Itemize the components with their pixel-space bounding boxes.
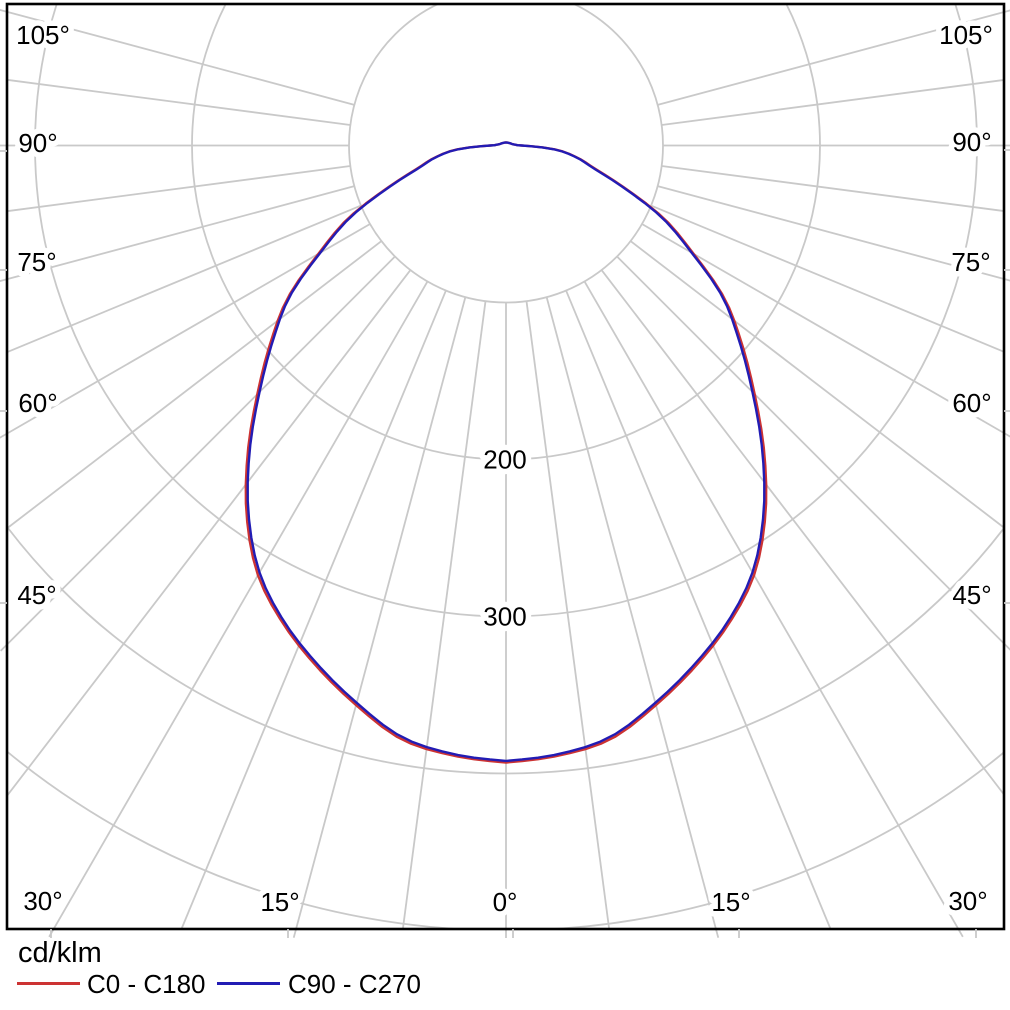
grid-spoke [0, 8, 355, 106]
grid-spoke [6, 240, 382, 530]
grid-spoke [661, 79, 1005, 126]
angle-label--105deg: 105° [16, 20, 70, 50]
grid-ring-100 [348, 4, 664, 304]
grid-spoke [0, 255, 396, 652]
grid-ring-400 [7, 525, 1004, 775]
grid-spoke [292, 296, 467, 938]
angle-label-15deg: 15° [711, 887, 750, 917]
grid-spoke [583, 281, 964, 938]
grid-spoke [6, 204, 362, 354]
angle-label--15deg: 15° [260, 887, 299, 917]
angle-label-45deg: 45° [952, 580, 991, 610]
unit-label: cd/klm [18, 937, 102, 969]
grid-spoke [48, 281, 429, 938]
angle-label--90deg: 90° [18, 128, 57, 158]
grid-spoke [401, 301, 487, 930]
angle-label-90deg: 90° [952, 127, 991, 157]
grid-spoke [180, 290, 447, 930]
grid-spoke [6, 165, 351, 213]
angle-label--60deg: 60° [18, 388, 57, 418]
grid-spoke [525, 301, 611, 930]
grid-spoke [630, 240, 1005, 529]
legend: C0 - C180 C90 - C270 [0, 968, 1010, 1002]
angle-label-75deg: 75° [951, 247, 990, 277]
grid-spoke [650, 204, 1005, 353]
curve-c90-c270 [246, 141, 766, 763]
grid-spoke [657, 9, 1010, 106]
angle-label-0deg: 0° [493, 887, 518, 917]
grid-spoke [565, 290, 832, 930]
grid-spoke [657, 185, 1010, 282]
legend-label-c0-c180: C0 - C180 [87, 969, 206, 999]
angle-label-30deg: 30° [948, 886, 987, 916]
grid-spoke [600, 269, 1005, 796]
angle-label--45deg: 45° [17, 580, 56, 610]
ring-value-label: 300 [483, 602, 526, 632]
grid-spoke [6, 269, 412, 797]
legend-line-c90-c270 [217, 982, 280, 985]
grid-spoke [616, 255, 1010, 651]
grid-spoke [661, 165, 1005, 212]
grid-spoke [0, 223, 371, 439]
grid-spoke [6, 78, 351, 126]
plot-border [5, 2, 1006, 931]
angle-label--75deg: 75° [17, 247, 56, 277]
ring-value-label: 200 [483, 445, 526, 475]
grid-spoke [641, 223, 1010, 438]
grid-spoke [0, 185, 355, 283]
legend-label-c90-c270: C90 - C270 [288, 969, 421, 999]
angle-label-105deg: 105° [939, 20, 993, 50]
angle-label-60deg: 60° [952, 388, 991, 418]
angle-label--30deg: 30° [23, 886, 62, 916]
grid-spoke [545, 296, 720, 938]
legend-line-c0-c180 [17, 982, 80, 985]
